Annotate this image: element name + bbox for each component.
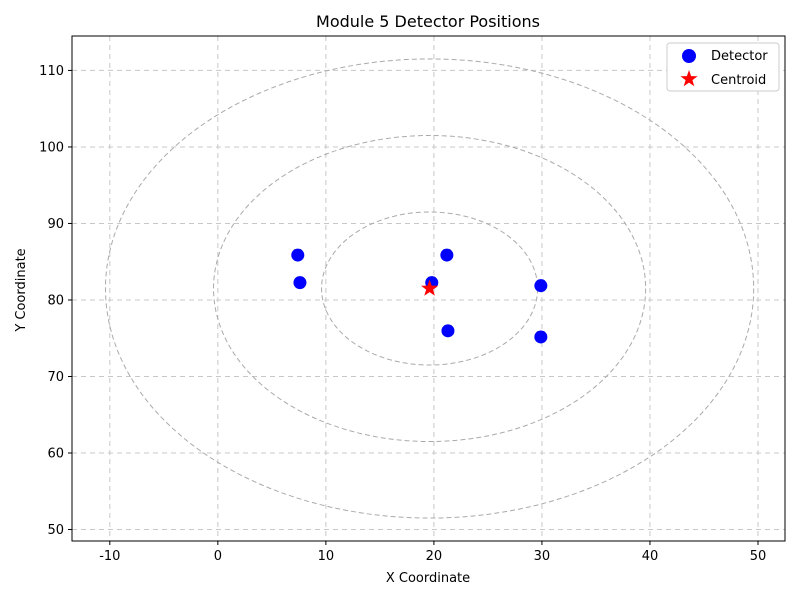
y-axis-label: Y Coordinate: [14, 248, 29, 332]
x-tick-label: 30: [534, 549, 551, 564]
chart-title: Module 5 Detector Positions: [316, 12, 540, 31]
legend-marker-centroid: [680, 70, 698, 87]
y-tick-label: 60: [47, 447, 64, 462]
x-tick-label: 50: [750, 549, 767, 564]
reference-circle-2: [213, 134, 647, 443]
x-axis-label: X Coordinate: [386, 571, 470, 586]
x-tick-label: 0: [214, 549, 222, 564]
y-tick-label: 90: [47, 217, 64, 232]
y-tick-label: 100: [39, 140, 64, 155]
detector-point: [441, 324, 455, 338]
legend-label-detector: Detector: [711, 49, 768, 64]
x-tick-label: 20: [426, 549, 443, 564]
legend: Detector Centroid: [666, 42, 780, 92]
x-axis-ticks: -10 0 10 20 30 40 50: [99, 541, 766, 564]
legend-marker-detector: [682, 49, 696, 63]
detector-point: [534, 279, 548, 293]
reference-circle-3: [104, 58, 755, 519]
x-tick-label: -10: [99, 549, 120, 564]
x-tick-label: 10: [318, 549, 335, 564]
data-points: [291, 248, 548, 344]
plot-frame: [71, 35, 786, 542]
y-tick-label: 50: [47, 523, 64, 538]
legend-label-centroid: Centroid: [711, 73, 766, 88]
y-tick-label: 70: [47, 370, 64, 385]
y-tick-label: 80: [47, 293, 64, 308]
x-tick-label: 40: [642, 549, 659, 564]
y-axis-ticks: 50 60 70 80 90 100 110: [39, 64, 72, 538]
y-tick-label: 110: [39, 64, 64, 79]
detector-point: [291, 248, 305, 262]
centroid-point: [421, 279, 439, 296]
detector-point: [293, 276, 307, 290]
detector-point: [534, 330, 548, 344]
detector-point: [440, 248, 454, 262]
